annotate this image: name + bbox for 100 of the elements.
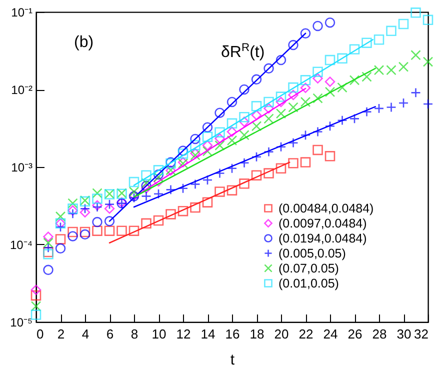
point	[324, 151, 336, 162]
point	[337, 82, 348, 93]
point	[264, 103, 274, 114]
point	[178, 146, 188, 156]
point	[43, 249, 54, 260]
point	[288, 102, 298, 112]
point	[324, 76, 336, 87]
point	[349, 75, 360, 86]
point	[43, 238, 54, 248]
point	[264, 168, 274, 178]
point	[166, 209, 176, 220]
point	[104, 226, 115, 236]
point	[276, 163, 286, 174]
point	[276, 96, 286, 108]
point	[386, 64, 396, 76]
point	[386, 26, 396, 36]
point	[312, 66, 323, 77]
x-tick-label: 8	[130, 326, 138, 342]
x-tick-label: 12	[176, 326, 191, 342]
x-tick-label: 2	[57, 326, 65, 342]
point	[190, 202, 200, 213]
point	[288, 40, 298, 50]
point	[92, 194, 102, 204]
legend-label: (0.0097,0.0484)	[278, 216, 367, 230]
point	[410, 8, 421, 18]
point	[288, 158, 298, 168]
point	[104, 216, 115, 226]
point	[30, 284, 42, 295]
x-tick-label: 10	[152, 326, 166, 342]
point	[337, 53, 348, 64]
point	[55, 243, 66, 254]
point	[422, 98, 434, 110]
x-tick-label: 20	[274, 326, 289, 342]
point	[214, 108, 225, 118]
legend-label: (0.005,0.05)	[278, 246, 346, 260]
y-tick-label: 10⁻⁵	[10, 316, 33, 330]
point	[153, 215, 164, 226]
x-tick-label: 14	[200, 326, 216, 342]
point	[226, 126, 238, 137]
point	[178, 206, 188, 216]
point	[128, 226, 140, 236]
point	[362, 38, 372, 48]
point	[202, 122, 213, 132]
x-tick-label: 0	[36, 326, 44, 342]
point	[116, 226, 127, 236]
point	[226, 118, 238, 129]
point	[214, 186, 225, 197]
point	[312, 73, 323, 84]
point	[214, 127, 225, 138]
x-tick-label: 16	[225, 326, 240, 342]
annotation: δR$^{R}$(t)	[221, 42, 265, 61]
x-tick-label: 22	[298, 326, 314, 342]
point	[251, 101, 262, 112]
x-tick-label: 32	[414, 326, 428, 342]
point	[239, 116, 250, 127]
point	[128, 186, 140, 197]
point	[92, 216, 102, 228]
point	[92, 226, 102, 236]
legend-label: (0.0194,0.0484)	[278, 231, 367, 246]
point	[300, 28, 311, 38]
point	[43, 264, 54, 276]
x-tick-label: 4	[82, 326, 90, 342]
point	[276, 54, 286, 66]
legend-label: (0.07,0.05)	[278, 261, 339, 276]
point	[68, 226, 78, 238]
point	[239, 112, 250, 122]
point	[202, 140, 213, 151]
y-tick-label: 10⁻²	[11, 83, 33, 97]
point	[80, 204, 90, 214]
point	[264, 114, 274, 124]
point	[55, 234, 66, 244]
point	[141, 170, 152, 180]
x-tick-label: 26	[348, 326, 362, 342]
point	[30, 301, 42, 312]
point	[202, 132, 213, 142]
legend-label: (0.01,0.05)	[278, 276, 339, 290]
point	[374, 34, 384, 45]
point	[251, 120, 262, 132]
point	[153, 172, 164, 182]
point	[30, 290, 42, 301]
point	[312, 20, 323, 32]
legend-label: (0.00484,0.0484)	[278, 201, 374, 216]
annotation: (b)	[74, 34, 94, 51]
point	[422, 56, 434, 67]
point	[264, 63, 274, 74]
point	[141, 180, 152, 192]
point	[239, 130, 250, 140]
point	[410, 50, 421, 60]
point	[398, 98, 409, 108]
point	[80, 207, 90, 218]
point	[190, 140, 200, 150]
point	[300, 157, 311, 168]
point	[276, 108, 286, 119]
point	[30, 310, 42, 320]
point	[104, 204, 115, 214]
point	[202, 146, 213, 156]
y-tick-label: 10⁻¹	[11, 6, 33, 20]
point	[349, 44, 360, 54]
point	[239, 178, 250, 189]
point	[251, 74, 262, 85]
